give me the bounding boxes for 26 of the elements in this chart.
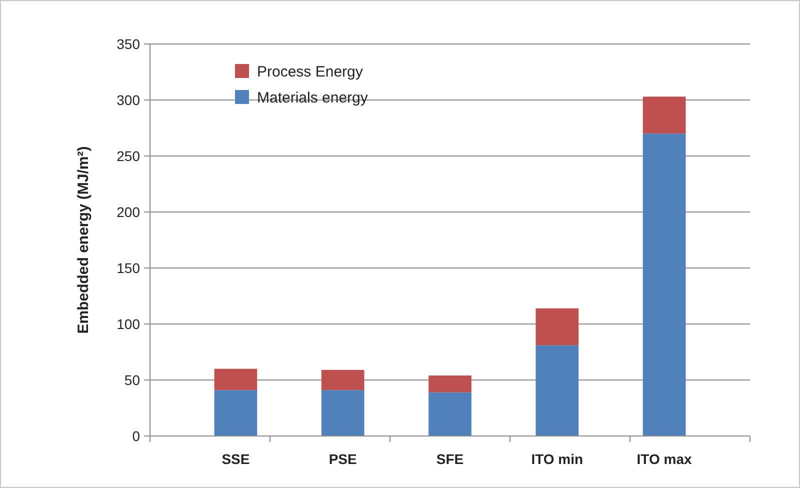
y-tick-label: 50 <box>124 372 140 388</box>
bar <box>214 390 258 436</box>
y-tick-label: 250 <box>116 148 140 164</box>
legend-label: Materials energy <box>257 89 368 106</box>
bar <box>428 392 472 436</box>
bar <box>321 390 364 436</box>
y-axis-title: Embedded energy (MJ/m²) <box>75 146 92 334</box>
y-tick-label: 350 <box>116 36 140 52</box>
bar <box>321 370 364 390</box>
bar <box>536 308 579 346</box>
y-tick-label: 300 <box>116 92 140 108</box>
x-tick-label: SFE <box>436 451 464 467</box>
x-tick-label: PSE <box>328 451 357 467</box>
y-tick-label: 100 <box>116 316 140 332</box>
bar <box>642 96 686 134</box>
bar <box>642 134 686 436</box>
legend-label: Process Energy <box>257 63 364 80</box>
bar <box>536 345 579 436</box>
y-tick-label: 200 <box>116 204 140 220</box>
bar <box>214 368 258 390</box>
y-tick-label: 0 <box>132 428 140 444</box>
bar <box>428 376 472 392</box>
x-tick-label: ITO min <box>531 451 584 467</box>
y-tick-label: 150 <box>116 260 140 276</box>
x-tick-label: ITO max <box>636 451 692 467</box>
x-tick-label: SSE <box>222 451 250 467</box>
